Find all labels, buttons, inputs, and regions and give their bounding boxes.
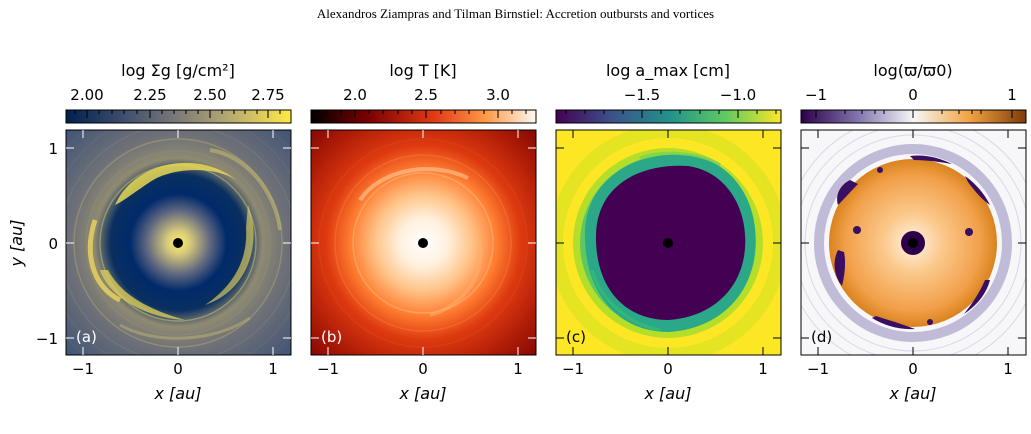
x-axis-label-a: x [au]: [154, 384, 202, 403]
running-header: Alexandros Ziampras and Tilman Birnstiel…: [316, 6, 715, 21]
y-tick-label: −1: [36, 330, 58, 348]
y-axis-label: y [au]: [7, 220, 26, 268]
x-tick-label: 0: [663, 360, 673, 378]
colorbar-tick-label: 1: [1007, 86, 1017, 104]
colorbar-title-b: log T [K]: [389, 61, 456, 80]
axis-ticks-b: [311, 130, 536, 355]
colorbar-title-c: log a_max [cm]: [606, 61, 730, 81]
colorbar-tick-label: 3.0: [486, 86, 510, 104]
colorbar-ticks-d: [815, 110, 1013, 118]
x-tick-label: 0: [908, 360, 918, 378]
x-axis-label-c: x [au]: [644, 384, 692, 403]
colorbar-title-a: log Σg [g/cm²]: [121, 61, 235, 80]
panel-label-a: (a): [76, 328, 97, 346]
colorbar-tick-label: −1.5: [624, 86, 660, 104]
panel-b: log T [K] 2.0 2.5 3.0: [310, 61, 537, 403]
x-axis-label-b: x [au]: [399, 384, 447, 403]
colorbar-title-d: log(ϖ/ϖ0): [873, 61, 952, 80]
colorbar-tick-label: 2.0: [343, 86, 367, 104]
x-tick-label: 1: [758, 360, 768, 378]
panel-label-d: (d): [811, 328, 832, 346]
x-tick-label: −1: [317, 360, 339, 378]
axis-ticks-d: [801, 130, 1026, 355]
colorbar-tick-label: −1: [805, 86, 827, 104]
image-c: [556, 130, 781, 355]
image-d: [801, 130, 1026, 355]
y-tick-label: 0: [48, 235, 58, 253]
colorbar-tick-label: −1.0: [720, 86, 756, 104]
colorbar-tick-label: 2.5: [414, 86, 438, 104]
colorbar-tick-label: 2.50: [193, 86, 226, 104]
x-axis-label-d: x [au]: [889, 384, 937, 403]
panel-c: log a_max [cm] −1.5 −1.0: [555, 61, 782, 403]
colorbar-ticks-b: [326, 110, 527, 118]
image-b: [311, 130, 536, 355]
colorbar-tick-label: 2.00: [70, 86, 103, 104]
x-tick-label: −1: [807, 360, 829, 378]
x-tick-label: 1: [268, 360, 278, 378]
x-tick-label: 0: [173, 360, 183, 378]
colorbar-tick-label: 2.25: [133, 86, 166, 104]
x-tick-label: −1: [72, 360, 94, 378]
x-tick-label: 0: [418, 360, 428, 378]
colorbar-ticks-c: [565, 110, 777, 118]
axis-ticks-a: [66, 130, 291, 355]
panel-label-b: (b): [321, 328, 342, 346]
panel-label-c: (c): [566, 328, 586, 346]
y-tick-label: 1: [48, 140, 58, 158]
colorbar-a: [65, 109, 292, 124]
axis-ticks-c: [556, 130, 781, 355]
colorbar-b: [310, 109, 537, 124]
panel-d: log(ϖ/ϖ0) −1 0 1: [800, 61, 1027, 403]
colorbar-tick-label: 0: [908, 86, 918, 104]
x-tick-label: −1: [562, 360, 584, 378]
x-tick-label: 1: [513, 360, 523, 378]
image-a: [66, 130, 291, 355]
colorbar-tick-label: 2.75: [251, 86, 284, 104]
x-tick-label: 1: [1003, 360, 1013, 378]
colorbar-ticks-a: [74, 110, 281, 118]
panel-a: log Σg [g/cm²] 2.00 2.25 2.50 2.75: [7, 61, 292, 403]
colorbar-c: [555, 109, 782, 124]
